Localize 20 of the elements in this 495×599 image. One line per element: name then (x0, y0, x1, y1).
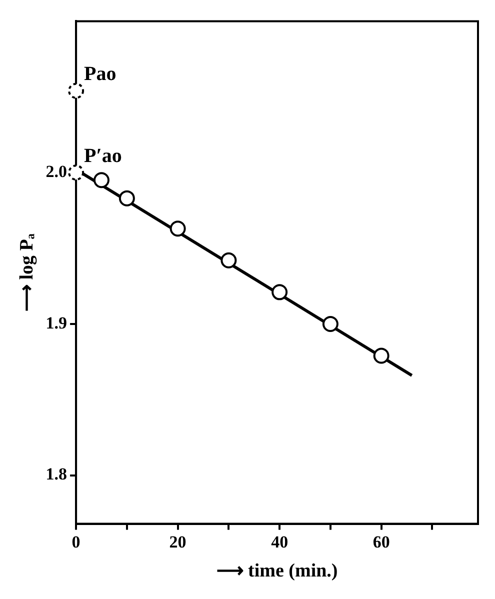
point (272, 284, 288, 300)
point (68, 82, 84, 99)
y-tick-label: 1.9 (46, 313, 68, 332)
x-tick-label: 40 (271, 532, 288, 552)
x-tick-label: 60 (372, 532, 390, 552)
y-tick-label: 2.0 (46, 162, 68, 181)
x-axis-title: ⟶ time (min.) (216, 560, 338, 582)
point (93, 172, 110, 188)
annotation: Pao (84, 63, 116, 86)
x-tick-label: 20 (169, 532, 186, 552)
y-tick-label: 1.8 (46, 464, 68, 484)
y-axis-title: ⟶ log Pₐ (16, 233, 38, 312)
point (118, 190, 135, 206)
point (220, 252, 237, 268)
point (373, 348, 390, 364)
point (68, 164, 84, 181)
annotation: P′ao (84, 144, 122, 167)
point (322, 316, 338, 332)
x-tick-label: 0 (72, 532, 80, 552)
point (170, 220, 186, 237)
